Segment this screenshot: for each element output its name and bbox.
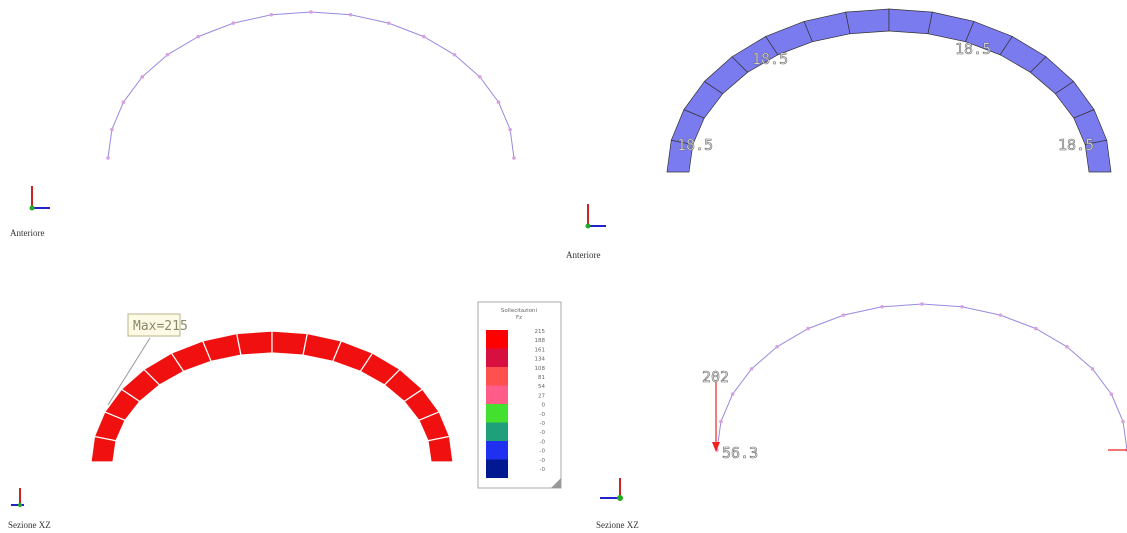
node: [806, 327, 810, 331]
node: [750, 367, 754, 371]
node: [731, 392, 735, 396]
arch-segment: [846, 9, 889, 34]
axis-triad: [30, 186, 51, 211]
value-label: 18.5: [1058, 136, 1094, 154]
node: [422, 35, 426, 39]
arch-segment: [272, 331, 307, 355]
node: [1121, 420, 1125, 424]
node: [140, 75, 144, 79]
arch-segment: [889, 9, 932, 34]
view-caption: Anteriore: [566, 250, 600, 260]
node: [1091, 367, 1095, 371]
legend-label: -0: [540, 421, 546, 427]
view-caption: Sezione XZ: [8, 520, 51, 530]
node: [110, 128, 114, 132]
node: [232, 21, 236, 25]
node: [166, 53, 170, 57]
legend-label: 215: [535, 329, 546, 335]
legend-label: 134: [535, 357, 546, 363]
node: [512, 156, 516, 160]
annotation: Max=215: [133, 319, 188, 334]
node: [106, 156, 110, 160]
legend-label: 161: [535, 347, 546, 353]
node: [478, 75, 482, 79]
axis-triad: [11, 488, 24, 507]
value-label: 18.5: [955, 40, 991, 58]
legend-swatch: [486, 423, 508, 442]
node: [309, 10, 313, 14]
legend-label: -0: [540, 458, 546, 464]
legend-label: -0: [540, 467, 546, 473]
legend-label: 54: [538, 384, 545, 390]
node: [999, 313, 1003, 317]
node: [1110, 392, 1114, 396]
legend-label: 0: [542, 403, 546, 409]
node: [842, 313, 846, 317]
node: [497, 100, 501, 104]
node: [719, 420, 723, 424]
node: [1065, 345, 1069, 349]
arch-line: [108, 12, 514, 158]
node: [920, 302, 924, 306]
value-label: 18.5: [752, 50, 788, 68]
view-caption: Sezione XZ: [596, 520, 639, 530]
node: [1034, 327, 1038, 331]
arches: [91, 9, 1127, 462]
arch-segment: [237, 331, 272, 355]
value-label: 202: [702, 368, 729, 386]
screenshot: Anteriore Anteriore 18.5 18.5 18.5 18.5 …: [0, 0, 1127, 533]
node: [508, 128, 512, 132]
legend-swatch: [486, 441, 508, 460]
view-caption: Anteriore: [10, 228, 44, 238]
legend-swatch: [486, 404, 508, 423]
legend-label: 108: [535, 366, 546, 372]
node: [775, 345, 779, 349]
legend-label: 188: [535, 338, 546, 344]
legend-swatch: [486, 330, 508, 349]
legend-title: Sollecitazioni: [501, 308, 538, 314]
node: [270, 13, 274, 17]
value-label: 56.3: [722, 444, 758, 462]
legend-label: -0: [540, 412, 546, 418]
arrow-head: [712, 442, 720, 452]
axis-triad: [600, 478, 623, 501]
legend: Sollecitazioni Fz 215 188 161 134 108 81 54 27 0…: [478, 302, 561, 488]
legend-label: -0: [540, 430, 546, 436]
legend-label: 81: [538, 375, 545, 381]
legend-swatch: [486, 460, 508, 479]
arch-segment: [428, 436, 453, 462]
legend-swatch: [486, 349, 508, 368]
legend-subtitle: Fz: [516, 315, 522, 321]
node: [880, 305, 884, 309]
value-label: 18.5: [677, 136, 713, 154]
node: [453, 53, 457, 57]
node: [960, 305, 964, 309]
arch-line: [717, 304, 1127, 450]
legend-label: 27: [538, 393, 545, 399]
node: [349, 13, 353, 17]
legend-swatch: [486, 367, 508, 386]
node: [196, 35, 200, 39]
node: [122, 100, 126, 104]
axis-triad: [586, 204, 607, 229]
legend-label: -0: [540, 439, 546, 445]
legend-swatch: [486, 386, 508, 405]
arch-segment: [804, 12, 850, 42]
legend-label: -0: [540, 449, 546, 455]
node: [387, 21, 391, 25]
